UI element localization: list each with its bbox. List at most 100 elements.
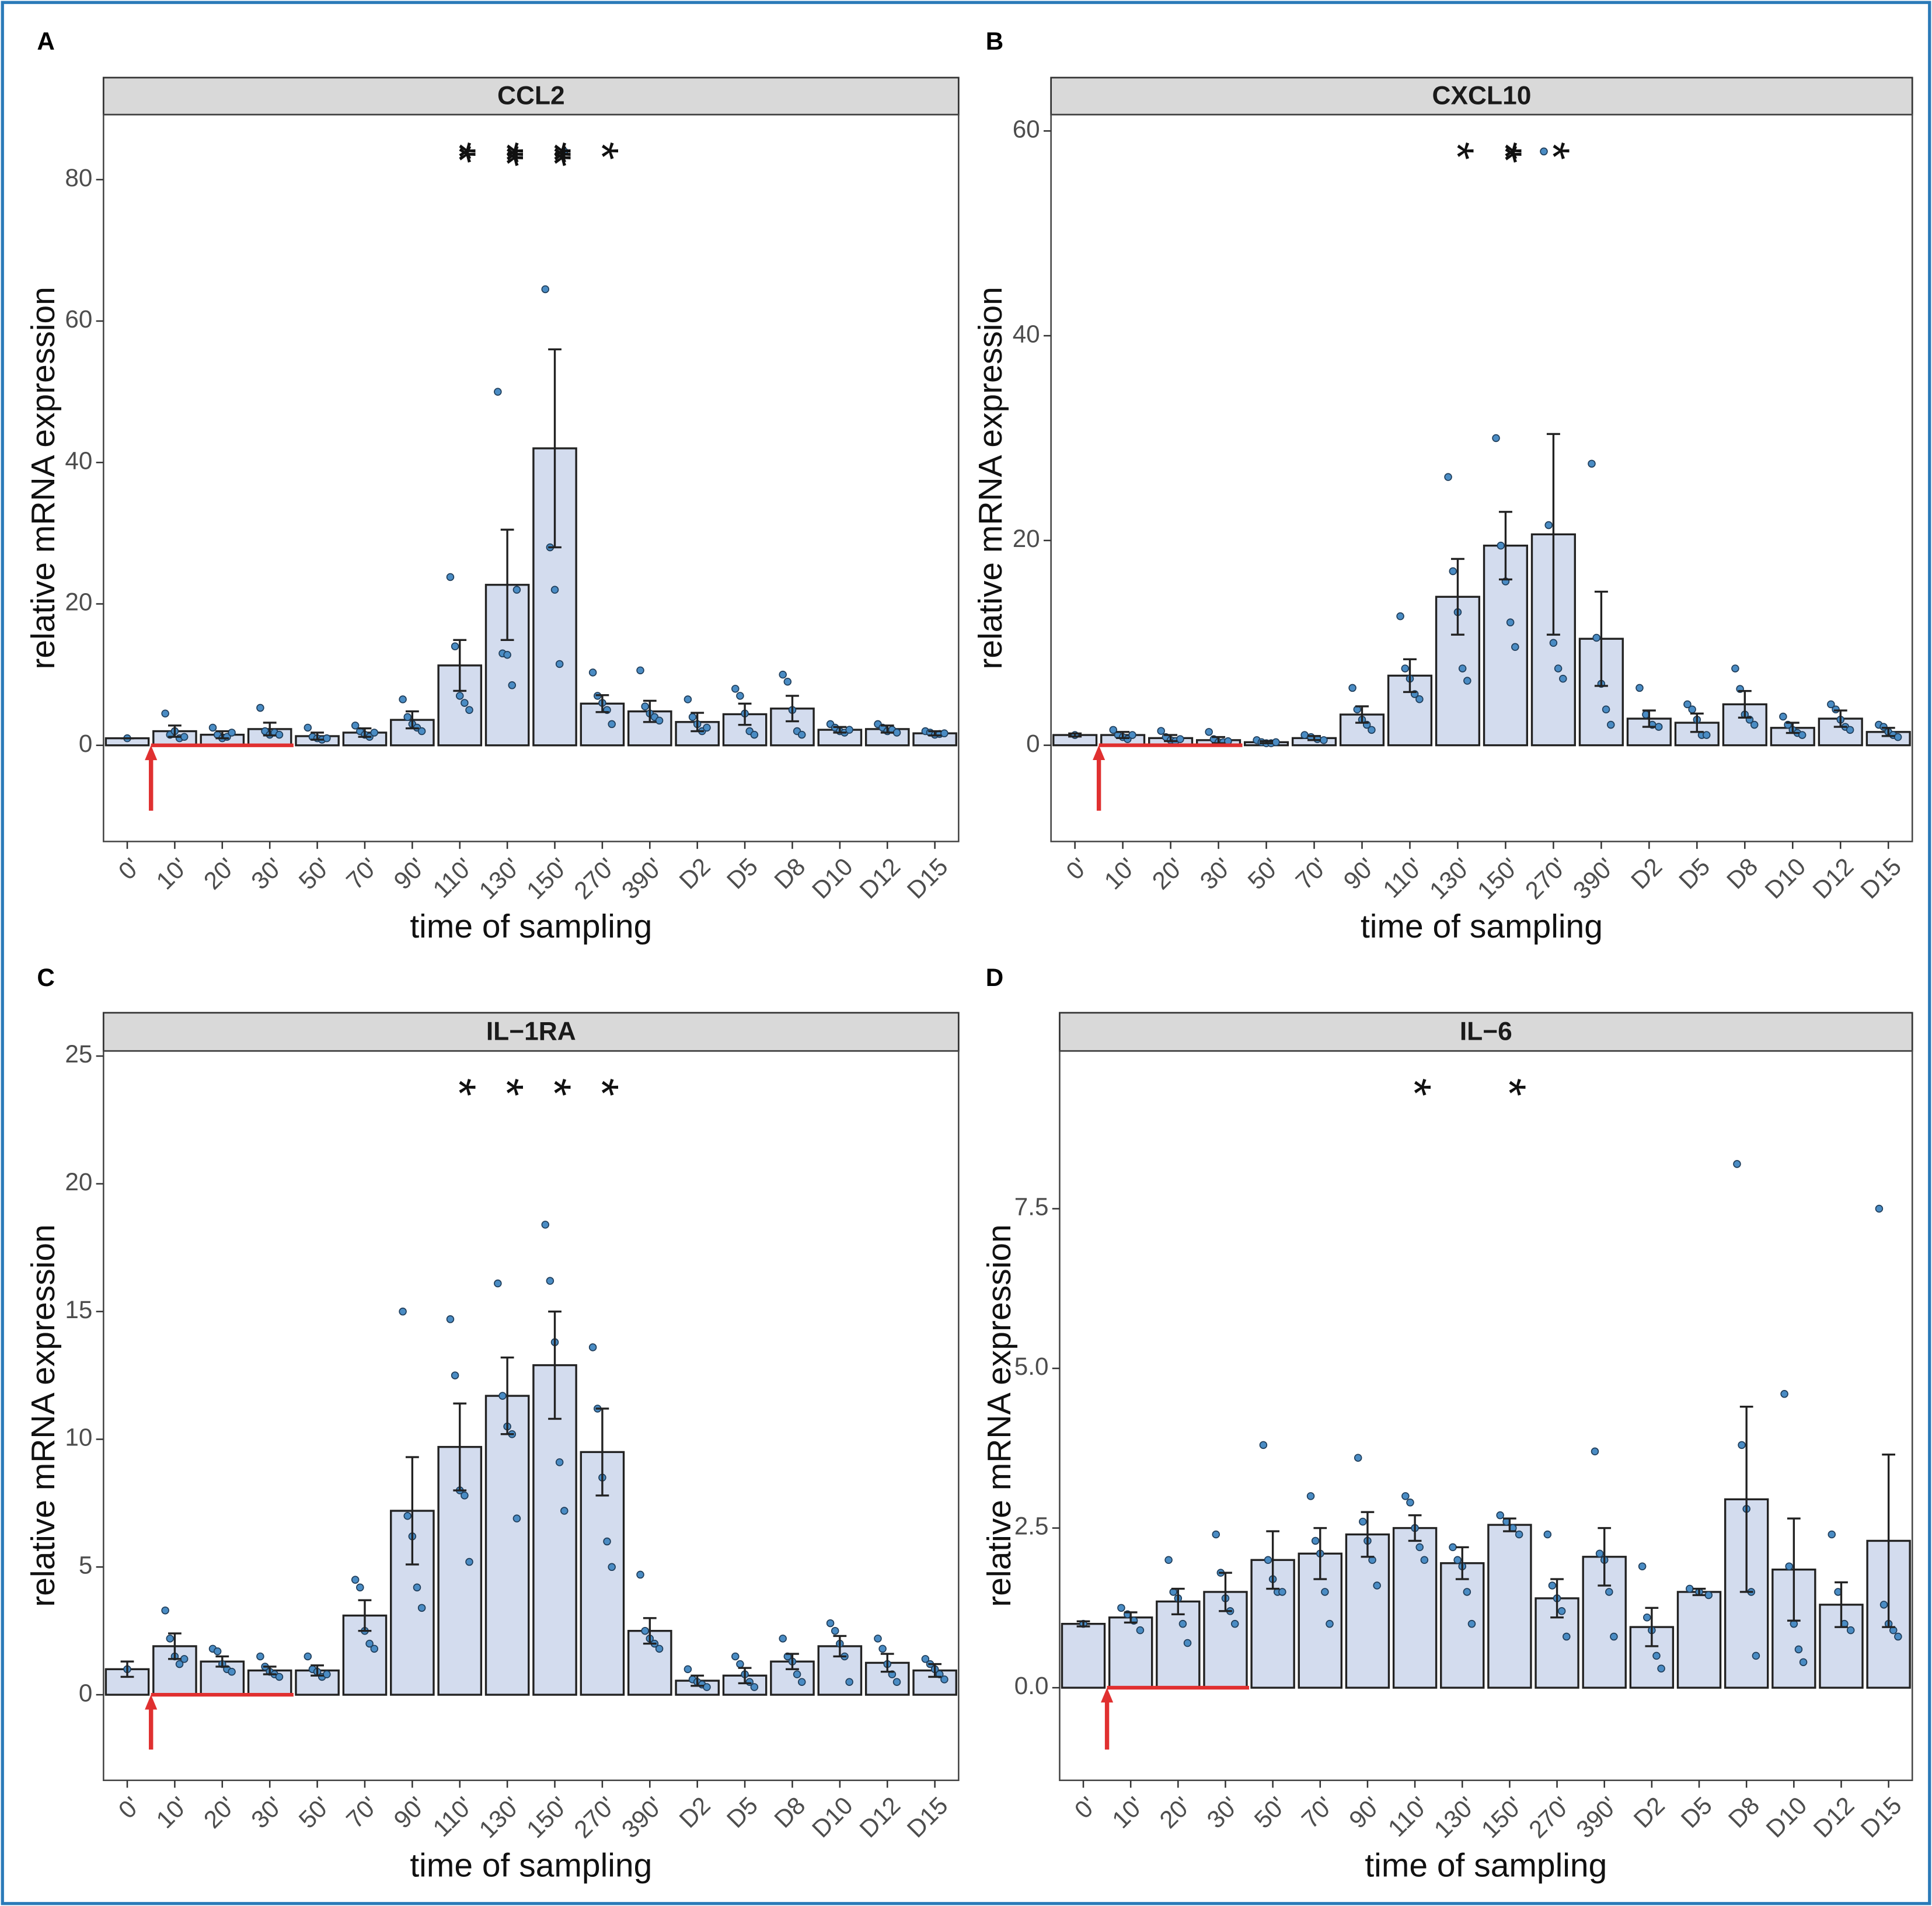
x-axis-label: time of sampling xyxy=(1361,908,1603,945)
data-point xyxy=(275,730,284,739)
y-tick-label: 10 xyxy=(65,1424,92,1451)
data-point xyxy=(641,702,649,710)
x-axis-label: time of sampling xyxy=(410,908,652,945)
data-point xyxy=(1278,1588,1286,1596)
data-point xyxy=(541,1221,549,1229)
bar xyxy=(1676,1591,1722,1689)
data-point xyxy=(1846,1626,1855,1635)
data-point xyxy=(1798,731,1807,739)
panel-letter: C xyxy=(37,964,54,991)
bar xyxy=(580,702,625,747)
panel-letter: A xyxy=(37,27,54,55)
data-point xyxy=(1415,1543,1424,1552)
data-point xyxy=(608,1563,616,1572)
data-point xyxy=(1401,1492,1410,1500)
data-point xyxy=(1799,1658,1808,1667)
data-point xyxy=(1704,1591,1713,1600)
data-point xyxy=(1506,618,1515,626)
strip xyxy=(1050,76,1913,116)
data-point xyxy=(750,1683,759,1691)
data-point xyxy=(588,668,597,677)
data-point xyxy=(797,730,806,739)
data-point xyxy=(1785,1562,1793,1570)
data-point xyxy=(1738,1441,1746,1449)
data-point xyxy=(550,586,559,594)
bar xyxy=(1535,1597,1579,1689)
data-point xyxy=(417,1604,426,1612)
data-point xyxy=(323,1670,331,1678)
data-point xyxy=(1846,726,1854,734)
data-point xyxy=(736,1660,744,1668)
plot-area xyxy=(103,1050,960,1781)
bar xyxy=(484,584,530,747)
data-point xyxy=(1828,1530,1836,1539)
bar xyxy=(484,1395,530,1696)
data-point xyxy=(1638,1562,1647,1570)
data-point xyxy=(1592,633,1600,642)
y-tick-label: 60 xyxy=(65,305,92,333)
data-point xyxy=(1157,727,1165,735)
data-point xyxy=(546,1277,555,1285)
data-point xyxy=(175,1660,184,1668)
data-point xyxy=(399,1307,407,1316)
panel-title: IL−6 xyxy=(1460,1017,1512,1046)
data-point xyxy=(465,706,473,714)
data-point xyxy=(636,1570,644,1579)
panel: B CXCL10 0 20 40 60 relative mRNA expression ti… xyxy=(972,27,1913,945)
data-point xyxy=(779,670,787,679)
data-point xyxy=(1128,731,1136,739)
data-point xyxy=(1875,1204,1884,1213)
data-point xyxy=(180,1655,189,1663)
data-point xyxy=(213,1647,222,1656)
data-point xyxy=(826,1619,835,1628)
data-point xyxy=(731,1652,740,1661)
data-point xyxy=(461,699,469,707)
data-point xyxy=(1136,1626,1145,1635)
data-point xyxy=(1827,700,1835,709)
data-point xyxy=(736,692,744,700)
bar xyxy=(1487,1524,1532,1689)
data-point xyxy=(1543,1530,1552,1539)
data-point xyxy=(370,1644,378,1653)
data-point xyxy=(793,1670,801,1678)
data-point xyxy=(1420,1556,1429,1564)
data-point xyxy=(1686,1584,1694,1593)
plot-area xyxy=(103,114,960,842)
data-point xyxy=(1205,728,1213,736)
y-tick-label: 0 xyxy=(79,1679,92,1706)
data-point xyxy=(403,1512,411,1520)
data-point xyxy=(541,285,549,294)
data-point xyxy=(1540,147,1548,156)
data-point xyxy=(1326,1619,1334,1628)
data-point xyxy=(1893,733,1902,741)
data-point xyxy=(878,1644,887,1653)
data-point xyxy=(256,1652,264,1661)
data-point xyxy=(1607,720,1615,729)
y-tick-label: 5 xyxy=(79,1551,92,1579)
data-point xyxy=(1635,684,1644,692)
data-point xyxy=(304,1652,312,1661)
data-point xyxy=(1554,664,1563,672)
data-point xyxy=(1463,677,1471,685)
y-tick-label: 60 xyxy=(1013,116,1040,143)
data-point xyxy=(512,1514,521,1522)
y-tick-label: 2.5 xyxy=(1014,1513,1049,1540)
strip xyxy=(102,1012,960,1052)
arrow-head xyxy=(145,745,158,761)
y-tick-label: 5.0 xyxy=(1014,1353,1049,1380)
data-point xyxy=(446,573,455,581)
y-tick-label: 15 xyxy=(65,1296,92,1323)
data-point xyxy=(1515,1530,1523,1539)
y-axis-label: relative mRNA expression xyxy=(25,287,62,670)
y-tick-label: 20 xyxy=(65,1168,92,1196)
data-point xyxy=(1311,1536,1320,1545)
bar xyxy=(580,1451,625,1696)
data-point xyxy=(1588,459,1596,468)
data-point xyxy=(1406,1499,1414,1507)
data-point xyxy=(1453,1556,1462,1564)
y-tick-label: 40 xyxy=(1013,320,1040,347)
data-point xyxy=(1449,567,1457,576)
data-point xyxy=(1497,541,1505,550)
y-tick-label: 25 xyxy=(65,1040,92,1068)
data-point xyxy=(921,1655,930,1663)
